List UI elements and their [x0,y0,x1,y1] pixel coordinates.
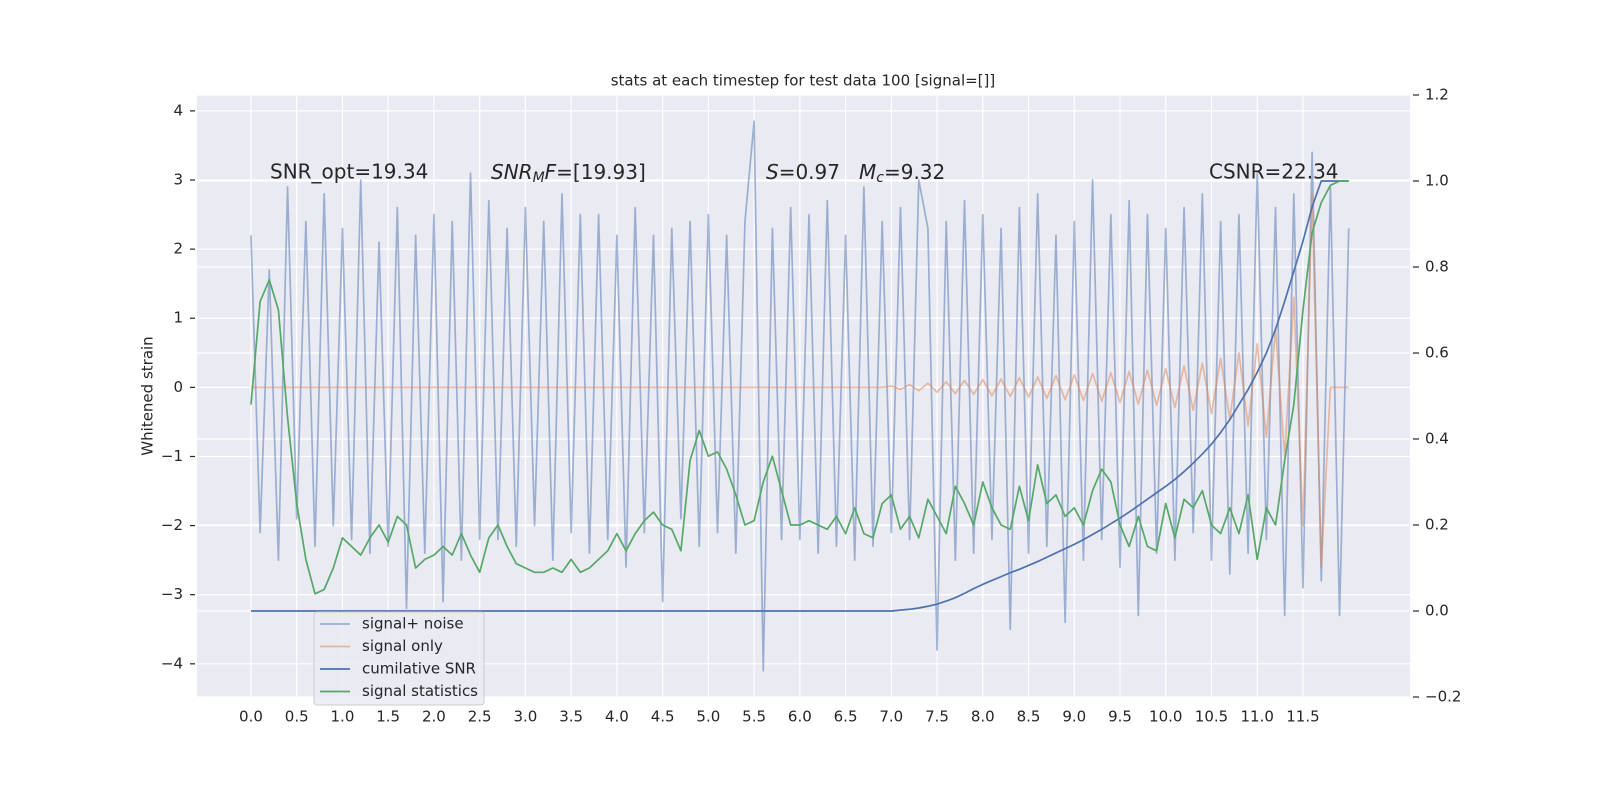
y-axis-label: Whitened strain [139,336,157,455]
annotation-sub: M [533,170,545,186]
x-tick-label: 8.5 [1017,708,1041,726]
annotation: SNR_opt=19.34 [270,160,428,184]
x-tick-label: 9.5 [1108,708,1132,726]
grid [197,94,1410,698]
legend-label: cumilative SNR [362,660,476,678]
annotation: SNRMF=[19.93] [491,160,646,187]
annotation-part: S [766,160,779,184]
x-tick-label: 5.0 [696,708,720,726]
x-tick-label: 11.5 [1286,708,1319,726]
y2-tick-label: 1.2 [1425,86,1449,104]
y-tick-label: −2 [161,516,183,534]
axes: 0.0 0.5 1.0 1.5 2.0 2.5 3.0 3.5 4.0 4.5 5.0 5.5 6.0 6… [161,86,1462,726]
x-tick-label: 10.5 [1195,708,1228,726]
y-tick-label: −1 [161,447,183,465]
x-tick-label: 11.0 [1241,708,1274,726]
legend-label: signal only [362,637,443,655]
legend: signal+ noise signal only cumilative SNR si… [313,611,485,706]
x-tick-label: 8.0 [971,708,995,726]
x-tick-label: 5.5 [742,708,766,726]
x-tick-label: 1.0 [331,708,355,726]
annotation-part: M [859,160,876,184]
x-tick-label: 3.0 [513,708,537,726]
y2-tick-label: 0.4 [1425,430,1449,448]
x-tick-label: 0.0 [239,708,263,726]
series-line [250,180,1349,612]
y-tick-label: −3 [161,585,183,603]
y-tick-label: 3 [173,171,183,189]
annotation-part: =9.32 [884,160,945,184]
y2-tick-label: −0.2 [1425,688,1461,706]
y-tick-label: 2 [173,240,183,258]
x-tick-label: 2.0 [422,708,446,726]
legend-label: signal+ noise [362,615,464,633]
annotation-part: =[19.93] [556,160,646,184]
annotation-part: =0.97 [779,160,840,184]
annotation-sub: c [876,170,884,186]
series-line [250,192,1349,568]
x-tick-label: 7.0 [879,708,903,726]
x-tick-label: 9.0 [1062,708,1086,726]
x-tick-label: 4.0 [605,708,629,726]
series-line [250,120,1350,672]
x-tick-label: 10.0 [1149,708,1182,726]
y-tick-label: 1 [173,309,183,327]
y-tick-label: −4 [161,654,183,672]
y2-tick-label: 0.6 [1425,344,1449,362]
x-tick-label: 2.5 [468,708,492,726]
x-tick-label: 0.5 [285,708,309,726]
y-tick-label: 4 [173,101,183,119]
y2-tick-label: 0.2 [1425,516,1449,534]
x-tick-label: 4.5 [651,708,675,726]
chart-title: stats at each timestep for test data 100… [611,72,996,90]
annotation: S=0.97 [766,160,840,184]
legend-box [313,611,485,706]
series-line [250,180,1349,595]
x-tick-label: 1.5 [376,708,400,726]
y-tick-label: 0 [173,378,183,396]
x-tick-label: 7.5 [925,708,949,726]
x-tick-label: 6.0 [788,708,812,726]
x-tick-label: 3.5 [559,708,583,726]
y2-tick-label: 1.0 [1425,172,1449,190]
annotation: Mc=9.32 [859,160,945,187]
legend-label: signal statistics [362,682,478,700]
y2-tick-label: 0.8 [1425,258,1449,276]
annotation: CSNR=22.34 [1209,160,1339,184]
annotation-part: SNR [491,160,533,184]
x-tick-label: 6.5 [834,708,858,726]
y2-tick-label: 0.0 [1425,602,1449,620]
annotation-part: F [545,160,557,184]
plot-lines [250,120,1350,672]
